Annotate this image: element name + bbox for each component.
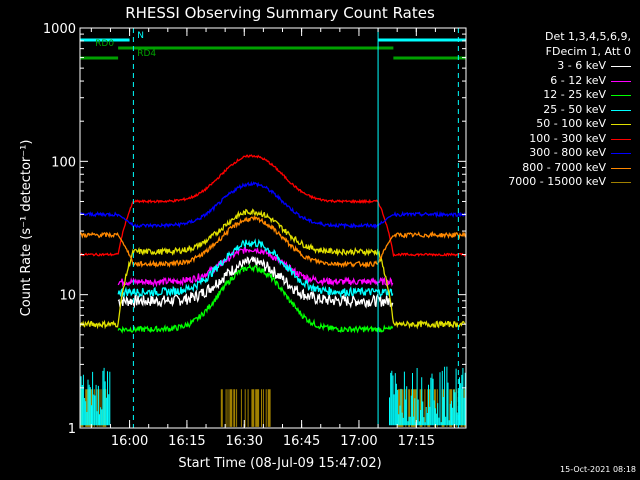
series-line-5	[79, 154, 466, 258]
legend-entry-5: 100 - 300 keV	[478, 132, 636, 147]
x-axis-label: Start Time (08-Jul-09 15:47:02)	[178, 456, 381, 471]
legend-label: 6 - 12 keV	[550, 73, 606, 87]
series-line-3	[117, 238, 394, 299]
legend-swatch	[611, 167, 631, 169]
legend-entry-3: 25 - 50 keV	[478, 103, 636, 118]
legend-swatch	[611, 182, 631, 183]
legend-swatch	[611, 80, 631, 82]
y-tick-label-2: 100	[51, 155, 76, 170]
series-line-1	[117, 244, 394, 288]
x-tick-label-0: 16:00	[111, 434, 148, 449]
legend-label: 300 - 800 keV	[529, 146, 606, 159]
legend-entry-6: 300 - 800 keV	[478, 146, 636, 161]
series-line-7	[79, 214, 467, 269]
legend-swatch	[611, 124, 631, 125]
legend-swatch	[611, 109, 631, 111]
legend-header-line-1: Det 1,3,4,5,6,9,	[544, 30, 631, 43]
y-tick-label-3: 1000	[43, 22, 76, 37]
y-tick-label-1: 10	[59, 289, 76, 304]
x-tick-label-3: 16:45	[283, 434, 320, 449]
legend-entry-2: 12 - 25 keV	[478, 88, 636, 103]
legend-entry-7: 800 - 7000 keV	[478, 161, 636, 176]
series-line-0	[117, 255, 394, 309]
legend-label: 100 - 300 keV	[529, 131, 606, 145]
legend-label: 7000 - 15000 keV	[508, 175, 606, 188]
legend-swatch	[611, 66, 631, 67]
series-line-6	[79, 180, 466, 230]
x-tick-label-1: 16:15	[168, 434, 205, 449]
y-axis-label: Count Rate (s⁻¹ detector⁻¹)	[19, 140, 34, 317]
legend-label: 800 - 7000 keV	[522, 160, 606, 174]
series-line-4	[79, 208, 466, 330]
x-tick-label-5: 17:15	[398, 434, 435, 449]
flag-label-rd4: RD4	[137, 49, 156, 59]
legend-entry-1: 6 - 12 keV	[478, 74, 636, 89]
flag-label-rd0: RD0	[95, 39, 114, 49]
x-tick-label-4: 17:00	[340, 434, 377, 449]
chart-title: RHESSI Observing Summary Count Rates	[125, 4, 435, 22]
legend-swatch	[611, 153, 631, 154]
flag-label-n: N	[137, 31, 144, 41]
legend-header-line-2: FDecim 1, Att 0	[545, 44, 631, 58]
legend-label: 12 - 25 keV	[543, 88, 606, 101]
legend-label: 25 - 50 keV	[543, 102, 606, 116]
generation-timestamp: 15-Oct-2021 08:18	[560, 465, 636, 474]
legend-entry-0: 3 - 6 keV	[478, 59, 636, 74]
night-background-counts	[79, 366, 466, 426]
plot-frame	[79, 27, 467, 429]
legend-label: 50 - 100 keV	[536, 117, 606, 130]
legend-label: 3 - 6 keV	[557, 59, 606, 72]
legend-swatch	[611, 138, 631, 140]
legend-entry-8: 7000 - 15000 keV	[478, 175, 636, 190]
y-tick-label-0: 1	[68, 422, 76, 437]
x-tick-label-2: 16:30	[226, 434, 263, 449]
legend-swatch	[611, 95, 631, 96]
chart-legend: Det 1,3,4,5,6,9, FDecim 1, Att 0 3 - 6 k…	[478, 30, 636, 190]
legend-entry-4: 50 - 100 keV	[478, 117, 636, 132]
series-line-2	[117, 263, 394, 334]
